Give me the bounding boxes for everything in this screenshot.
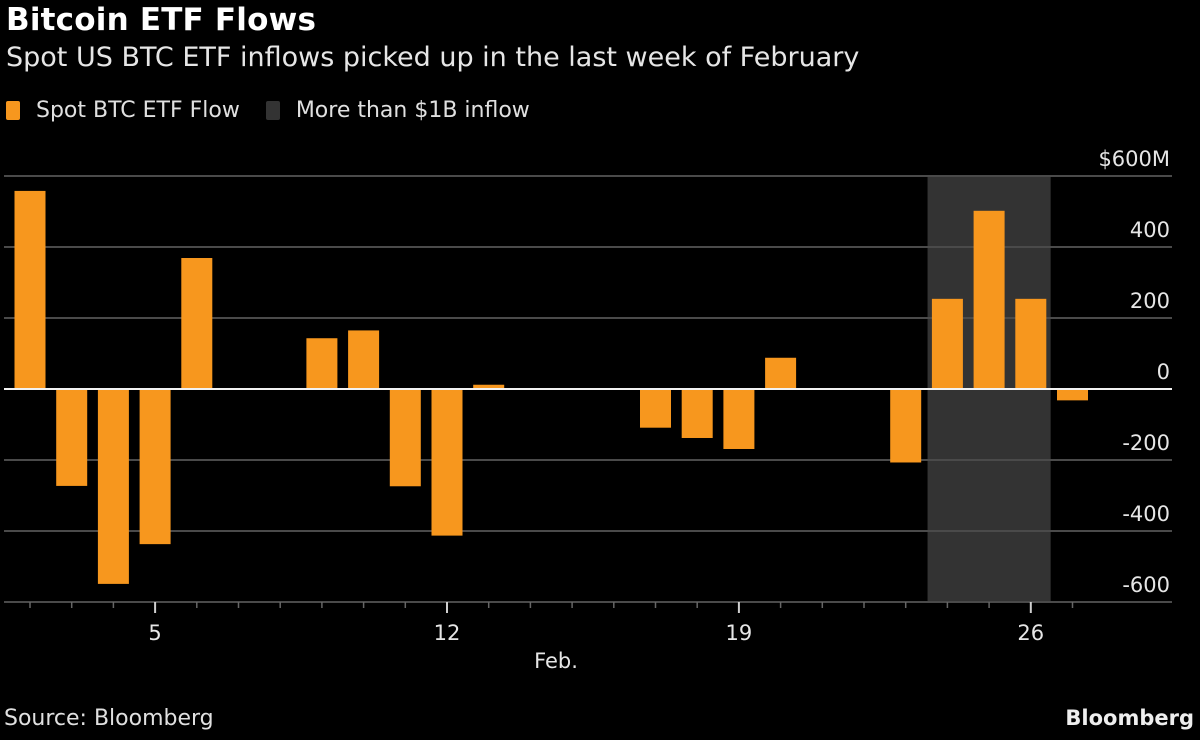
bar: [139, 389, 171, 545]
legend-label-highlight: More than $1B inflow: [295, 98, 530, 123]
legend: Spot BTC ETF Flow More than $1B inflow: [6, 98, 556, 123]
y-tick-label: $600M: [1098, 147, 1170, 171]
chart-subtitle: Spot US BTC ETF inflows picked up in the…: [6, 42, 860, 73]
bar: [56, 389, 88, 486]
bar: [765, 357, 797, 389]
bars-layer: [14, 190, 1088, 584]
x-tick-label: 26: [1017, 621, 1044, 645]
y-tick-label: 0: [1157, 360, 1170, 384]
legend-swatch-highlight: [265, 101, 280, 120]
legend-item-flow: Spot BTC ETF Flow: [6, 98, 240, 123]
bar: [1015, 298, 1047, 389]
bar: [389, 389, 421, 487]
legend-label-flow: Spot BTC ETF Flow: [36, 98, 240, 123]
y-tick-label: -200: [1122, 431, 1170, 455]
x-tick-label: 12: [434, 621, 461, 645]
x-axis-layer: [29, 602, 1074, 613]
x-tick-label: 5: [148, 621, 161, 645]
bar: [306, 338, 338, 389]
y-tick-label: -600: [1122, 573, 1170, 597]
bar: [431, 389, 463, 536]
legend-swatch-flow: [6, 101, 20, 120]
bar: [723, 389, 755, 449]
y-tick-label: 200: [1130, 289, 1170, 313]
chart-title: Bitcoin ETF Flows: [6, 2, 317, 38]
bar: [931, 298, 963, 389]
brand-logo: Bloomberg: [1065, 706, 1194, 730]
bar: [640, 389, 671, 428]
bar: [1057, 389, 1088, 401]
y-tick-label: 400: [1130, 218, 1170, 242]
bar: [473, 384, 505, 389]
bar: [681, 389, 713, 438]
x-axis-labels: 5 12 19 26 Feb.: [148, 621, 1044, 673]
x-axis-title: Feb.: [534, 649, 578, 673]
bar: [348, 330, 380, 389]
bar: [973, 210, 1005, 389]
bar: [890, 389, 922, 463]
bar: [181, 258, 213, 389]
x-tick-label: 19: [726, 621, 753, 645]
legend-item-highlight: More than $1B inflow: [265, 98, 530, 123]
bar: [14, 190, 46, 389]
y-axis-labels: $600M 400 200 0 -200 -400 -600: [1098, 147, 1170, 597]
y-tick-label: -400: [1122, 502, 1170, 526]
bar: [97, 389, 129, 584]
source-note: Source: Bloomberg: [4, 706, 214, 731]
